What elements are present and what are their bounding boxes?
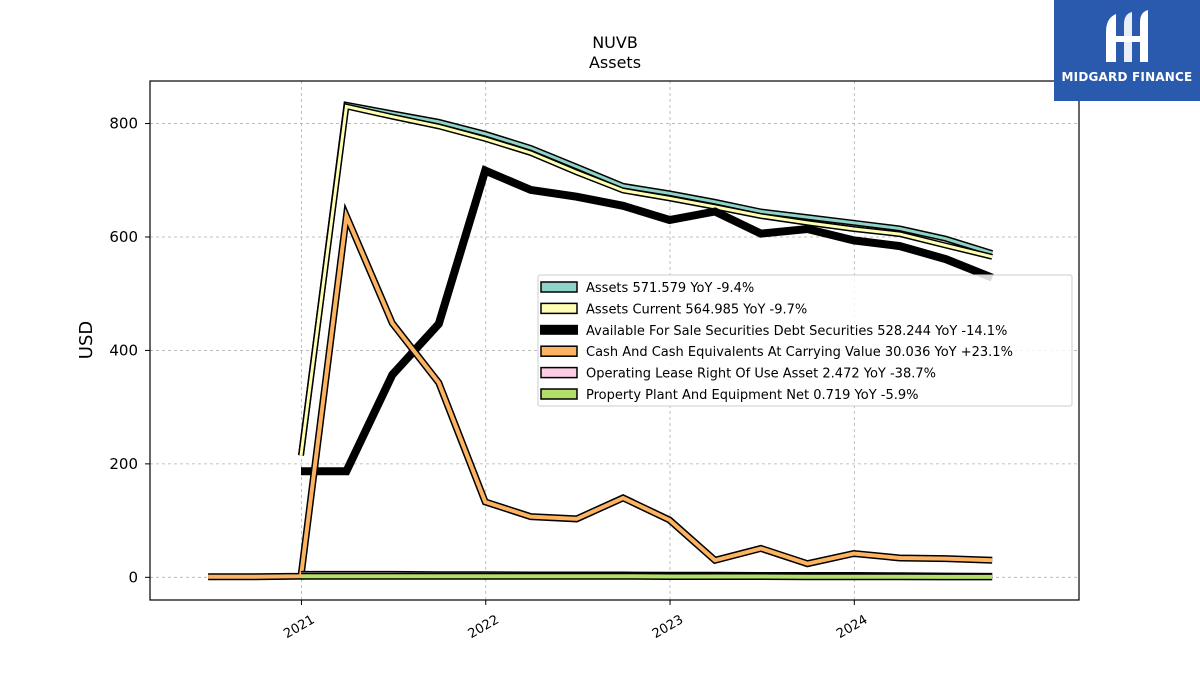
midgard-finance-logo: MIDGARD FINANCE (1054, 0, 1200, 101)
series-lines (208, 101, 994, 581)
x-tick-label: 2023 (650, 612, 686, 642)
plot-frame (149, 80, 1080, 601)
legend-swatch (540, 366, 578, 379)
legend: Assets 571.579 YoY -9.4% Assets Current 5… (537, 274, 1073, 407)
series-1 (298, 102, 993, 456)
legend-swatch (540, 324, 578, 335)
legend-swatch (540, 345, 578, 357)
legend-box (537, 274, 1073, 407)
y-axis-label: USD (76, 321, 97, 359)
x-tick-label: 2021 (281, 612, 317, 642)
x-tick-label: 2024 (834, 612, 870, 642)
x-tick-label: 2022 (466, 612, 502, 642)
logo-mark-icon (1106, 10, 1148, 62)
chart-title: NUVB (592, 33, 638, 52)
y-tick-label: 600 (109, 228, 138, 246)
series-line (299, 103, 993, 456)
series-3 (208, 202, 993, 581)
series-line (299, 104, 993, 456)
legend-swatch (540, 302, 578, 315)
legend-entry: Property Plant And Equipment Net 0.719 Y… (586, 388, 919, 403)
legend-entry: Assets Current 564.985 YoY -9.7% (586, 302, 807, 317)
legend-swatch (540, 388, 578, 400)
chart-subtitle: Assets (589, 53, 641, 72)
series-0 (298, 101, 994, 456)
legend-swatch (540, 281, 578, 293)
y-tick-label: 200 (109, 455, 138, 473)
y-tick-label: 400 (109, 341, 138, 359)
x-axis-ticks: 2021 2022 2023 2024 (281, 600, 870, 642)
legend-entry: Available For Sale Securities Debt Secur… (586, 324, 1007, 339)
legend-entry: Cash And Cash Equivalents At Carrying Va… (586, 345, 1013, 360)
y-tick-label: 0 (128, 568, 138, 586)
legend-entry: Assets 571.579 YoY -9.4% (586, 281, 754, 296)
y-axis-ticks: 0 200 400 600 800 (109, 115, 150, 586)
series-line (301, 574, 993, 579)
y-tick-label: 800 (109, 115, 138, 133)
series-5 (301, 572, 993, 581)
legend-entry: Operating Lease Right Of Use Asset 2.472… (586, 367, 936, 382)
logo-text: MIDGARD FINANCE (1061, 70, 1193, 84)
series-line (208, 208, 993, 579)
